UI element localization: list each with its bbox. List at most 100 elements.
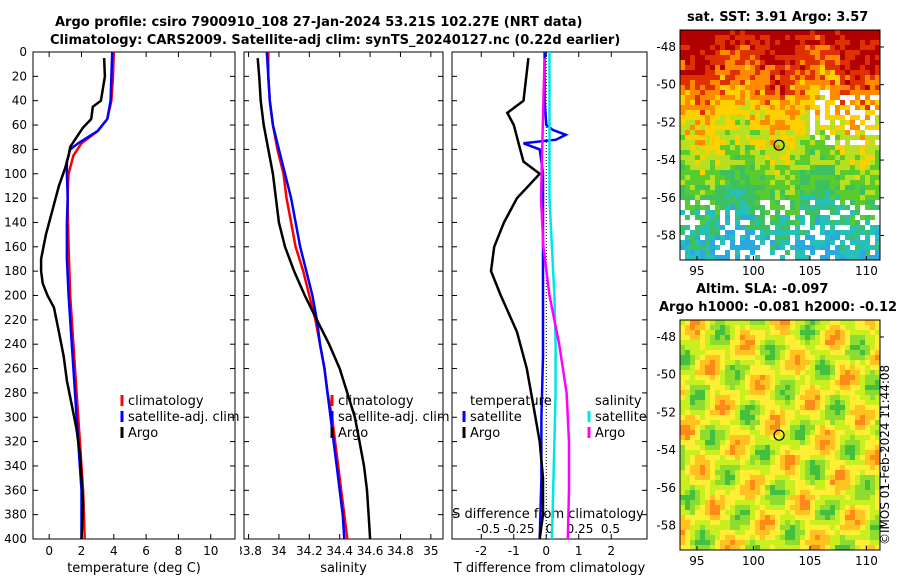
map-cell (780, 370, 786, 376)
map-cell (770, 150, 776, 156)
map-cell (735, 520, 741, 526)
map-cell (825, 490, 831, 496)
map-cell (865, 60, 871, 66)
map-cell (820, 245, 826, 251)
map-cell (780, 105, 786, 111)
map-cell (805, 415, 811, 421)
map-cell (860, 350, 866, 356)
map-cell (720, 350, 726, 356)
map-cell (800, 545, 806, 551)
map-cell (765, 85, 771, 91)
map-cell (725, 535, 731, 541)
map-cell (790, 195, 796, 201)
map-cell (855, 385, 861, 391)
map-cell (790, 185, 796, 191)
map-cell (700, 460, 706, 466)
map-cell (840, 175, 846, 181)
map-cell (725, 325, 731, 331)
map-cell (755, 165, 761, 171)
map-cell (810, 415, 816, 421)
map-cell (690, 45, 696, 51)
map-cell (750, 125, 756, 131)
map-cell (770, 50, 776, 56)
map-cell (830, 185, 836, 191)
map-cell (750, 240, 756, 246)
map-cell (720, 190, 726, 196)
map-cell (865, 335, 871, 341)
map-cell (875, 545, 881, 551)
map-cell (775, 540, 781, 546)
map-cell (800, 145, 806, 151)
map-cell (690, 145, 696, 151)
map-cell (765, 190, 771, 196)
map-cell (710, 90, 716, 96)
map-cell (680, 195, 686, 201)
map-cell (850, 415, 856, 421)
map-cell (750, 515, 756, 521)
map-cell (710, 250, 716, 256)
map-cell (860, 505, 866, 511)
map-cell (750, 455, 756, 461)
map-cell (825, 360, 831, 366)
map-cell (875, 505, 881, 511)
map-cell (760, 190, 766, 196)
map-cell (700, 145, 706, 151)
map-cell (720, 420, 726, 426)
map-cell (745, 340, 751, 346)
map-cell (735, 165, 741, 171)
map-cell (735, 510, 741, 516)
map-cell (710, 380, 716, 386)
map-cell (840, 435, 846, 441)
map-cell (870, 255, 876, 261)
map-cell (690, 150, 696, 156)
map-cell (875, 395, 881, 401)
map-cell (775, 370, 781, 376)
map-cell (770, 380, 776, 386)
map-cell (820, 465, 826, 471)
map-cell (775, 475, 781, 481)
map-cell (770, 195, 776, 201)
map-cell (730, 120, 736, 126)
map-cell (775, 45, 781, 51)
map-cell (750, 470, 756, 476)
map-cell (755, 190, 761, 196)
map-cell (850, 45, 856, 51)
x-tick-label: 100 (742, 554, 765, 568)
map-cell (725, 385, 731, 391)
map-cell (875, 420, 881, 426)
map-cell (775, 165, 781, 171)
map-cell (815, 225, 821, 231)
map-cell (840, 460, 846, 466)
map-cell (775, 490, 781, 496)
map-cell (810, 200, 816, 206)
map-cell (845, 525, 851, 531)
map-cell (710, 405, 716, 411)
map-cell (870, 485, 876, 491)
map-cell (755, 510, 761, 516)
map-cell (830, 365, 836, 371)
map-cell (785, 130, 791, 136)
map-cell (695, 165, 701, 171)
map-cell (825, 195, 831, 201)
map-cell (830, 505, 836, 511)
map-cell (830, 35, 836, 41)
map-cell (810, 325, 816, 331)
map-cell (830, 465, 836, 471)
map-cell (820, 485, 826, 491)
map-cell (850, 200, 856, 206)
map-cell (810, 55, 816, 61)
map-cell (750, 175, 756, 181)
map-cell (695, 160, 701, 166)
map-cell (685, 455, 691, 461)
map-cell (820, 235, 826, 241)
map-cell (695, 180, 701, 186)
map-cell (830, 140, 836, 146)
map-cell (810, 40, 816, 46)
map-cell (705, 155, 711, 161)
map-cell (785, 330, 791, 336)
map-cell (745, 395, 751, 401)
map-cell (810, 465, 816, 471)
map-cell (860, 230, 866, 236)
map-cell (740, 175, 746, 181)
